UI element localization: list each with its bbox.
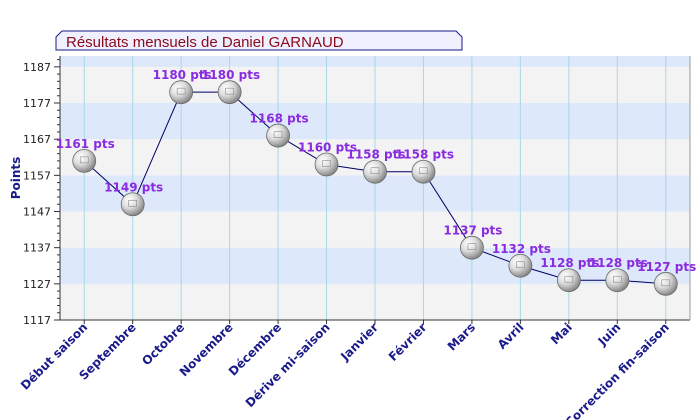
y-tick-label: 1137 — [23, 242, 51, 255]
data-point-marker — [72, 148, 97, 173]
data-point-marker — [508, 253, 533, 278]
y-tick-label: 1127 — [23, 278, 51, 291]
data-label: 1168 pts — [250, 112, 309, 126]
data-point-emblem — [322, 160, 331, 167]
data-point — [314, 152, 339, 177]
data-point — [363, 159, 387, 184]
data-label: 1180 pts — [153, 68, 212, 82]
x-tick-label: Juin — [595, 320, 624, 349]
data-label: 1161 pts — [56, 137, 115, 151]
data-label: 1180 pts — [201, 68, 260, 82]
data-point-emblem — [176, 87, 186, 95]
data-point — [72, 148, 97, 173]
data-point-emblem — [467, 243, 477, 250]
data-label: 1158 pts — [395, 148, 454, 162]
data-point — [508, 253, 533, 278]
x-tick-label: Avril — [495, 320, 527, 352]
x-tick-label: Octobre — [139, 320, 187, 368]
x-tick-label: Mars — [445, 320, 478, 353]
data-point — [217, 80, 242, 105]
chart-title: Résultats mensuels de Daniel GARNAUD — [66, 34, 344, 51]
x-tick-label: Mai — [548, 320, 575, 347]
data-point-marker — [169, 80, 194, 105]
data-label: 1127 pts — [637, 260, 696, 274]
data-point — [556, 268, 581, 293]
y-axis-label: Points — [9, 157, 23, 200]
data-point — [120, 192, 145, 217]
data-point-marker — [120, 192, 145, 217]
y-tick-label: 1147 — [23, 206, 51, 219]
data-point — [605, 268, 630, 293]
data-point-marker — [411, 159, 436, 184]
data-label: 1160 pts — [298, 140, 357, 154]
data-point-emblem — [225, 87, 234, 95]
data-point-marker — [653, 271, 678, 296]
data-point-marker — [363, 159, 387, 184]
data-label: 1128 pts — [540, 256, 599, 270]
data-point-emblem — [516, 261, 525, 269]
x-tick-label: Février — [386, 320, 430, 364]
data-label: 1137 pts — [443, 224, 502, 238]
y-axis-ticks: 1117 1127 1137 1147 1157 1167 1177 1187 — [23, 59, 60, 327]
data-point-marker — [556, 268, 581, 293]
series — [72, 80, 678, 296]
data-point-marker — [314, 152, 339, 177]
data-label: 1158 pts — [346, 148, 405, 162]
y-tick-label: 1157 — [23, 169, 51, 182]
data-point — [169, 80, 194, 105]
data-point-emblem — [273, 131, 283, 138]
data-point-marker — [460, 235, 484, 260]
data-point-emblem — [419, 167, 428, 175]
data-point — [653, 271, 678, 296]
data-label: 1132 pts — [492, 242, 551, 256]
data-point-emblem — [79, 156, 89, 164]
y-tick-label: 1117 — [23, 314, 51, 327]
x-tick-label: Début saison — [18, 320, 90, 392]
data-point-emblem — [661, 279, 671, 287]
x-tick-label: Janvier — [337, 320, 381, 364]
data-point-marker — [266, 123, 290, 148]
y-tick-label: 1167 — [23, 133, 51, 146]
data-point-emblem — [370, 167, 380, 175]
data-point-emblem — [564, 275, 574, 283]
x-tick-label: Dérive mi-saison — [243, 320, 333, 410]
data-point — [460, 235, 484, 260]
data-point — [266, 123, 290, 148]
data-point — [411, 159, 436, 184]
y-tick-label: 1187 — [23, 61, 51, 74]
data-point-emblem — [128, 199, 137, 207]
data-point-marker — [605, 268, 630, 293]
y-tick-label: 1177 — [23, 97, 51, 110]
data-label: 1149 pts — [104, 180, 163, 194]
chart-title-box: Résultats mensuels de Daniel GARNAUD — [55, 30, 463, 51]
data-point-marker — [217, 80, 242, 105]
data-point-emblem — [613, 275, 622, 283]
data-label: 1128 pts — [589, 256, 648, 270]
